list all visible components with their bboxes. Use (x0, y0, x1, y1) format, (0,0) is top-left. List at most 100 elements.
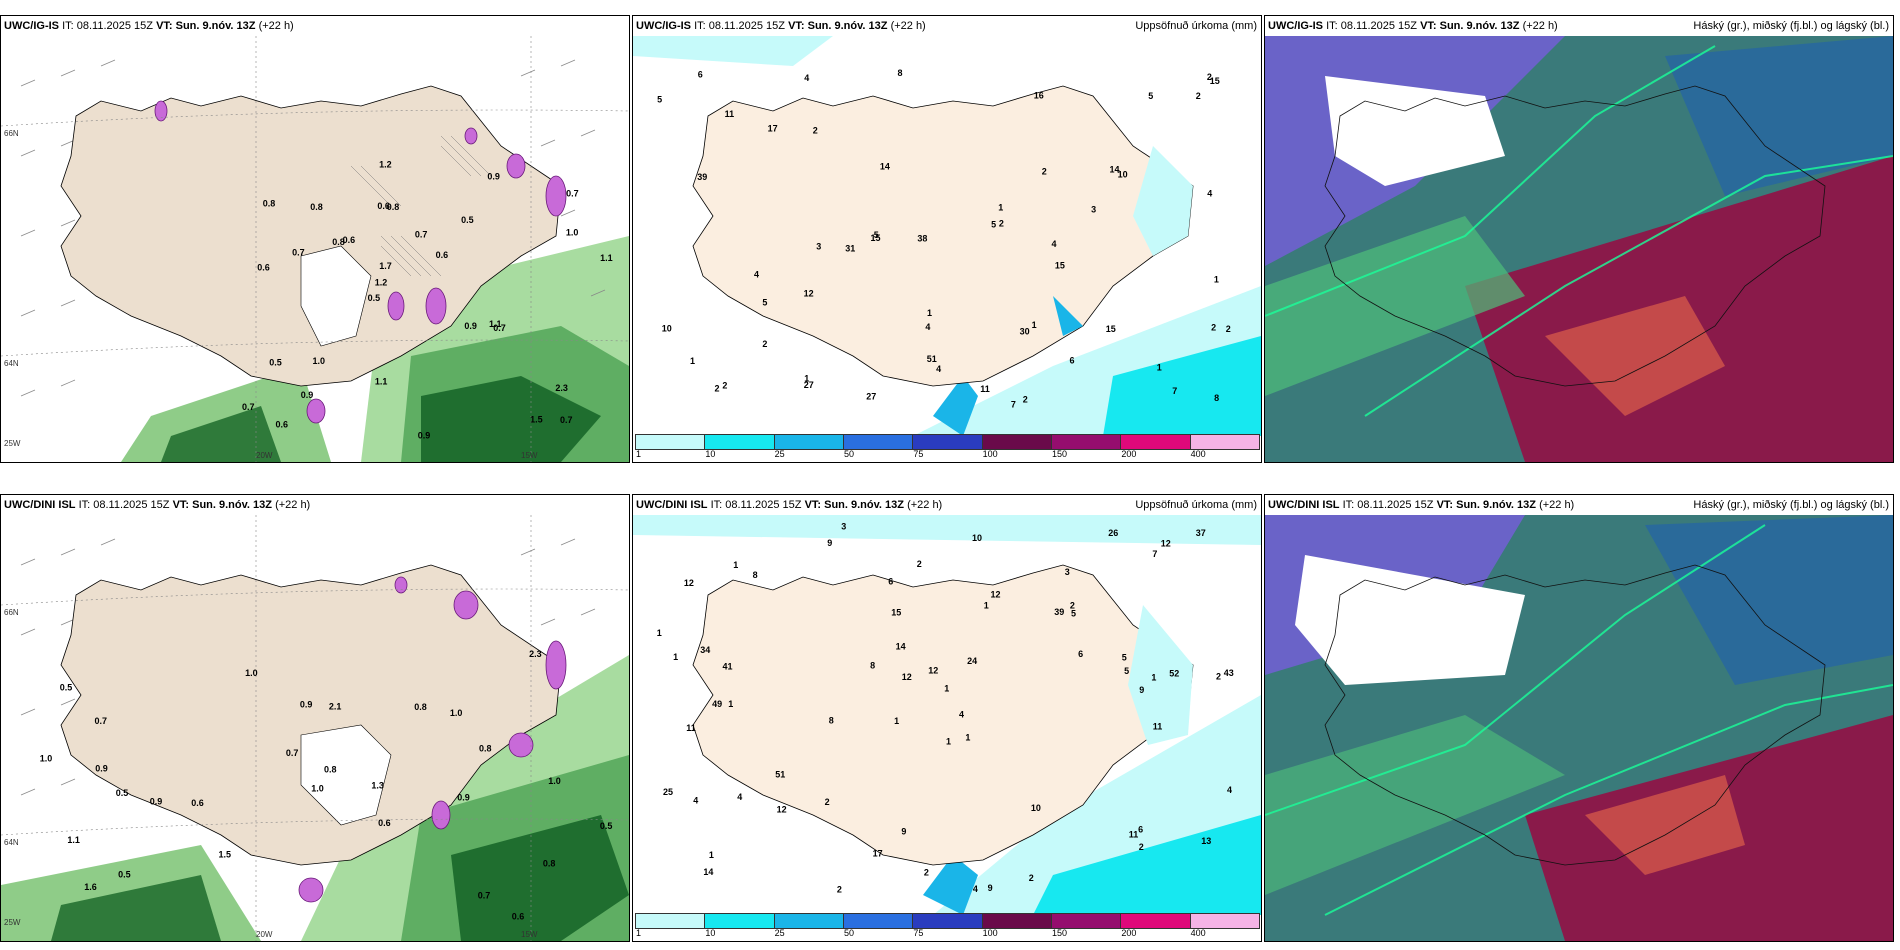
value-label: 0.8 (263, 198, 276, 208)
map-panel-igis-snow: UWC/IG-IS IT: 08.11.2025 15Z VT: Sun. 9.… (0, 15, 630, 463)
value-label: 2 (924, 868, 929, 878)
value-label: 9 (827, 538, 832, 548)
value-label: 1 (1151, 673, 1156, 683)
value-label: 52 (1169, 668, 1179, 678)
value-label: 1.2 (379, 160, 392, 170)
value-label: 0.9 (487, 172, 500, 182)
lon-label-25: 25W (4, 439, 21, 448)
value-label: 1 (965, 733, 970, 743)
colorbar-cell (635, 913, 706, 929)
value-label: 8 (898, 68, 903, 78)
value-label: 4 (959, 710, 964, 720)
value-label: 4 (737, 792, 742, 802)
map-panel-dini-snow: UWC/DINI ISL IT: 08.11.2025 15Z VT: Sun.… (0, 494, 630, 942)
value-label: 15 (1210, 76, 1220, 86)
colorbar-cell (635, 434, 706, 450)
value-label: 0.7 (95, 716, 108, 726)
field-title: Uppsöfnuð úrkoma (mm) (1135, 20, 1257, 32)
lead-time: (+22 h) (258, 20, 294, 32)
value-label: 0.5 (60, 683, 73, 693)
value-label: 17 (873, 849, 883, 859)
value-label: 0.5 (118, 870, 131, 880)
model-name: UWC/DINI ISL (636, 499, 708, 511)
snow-map: 66N 64N 20W 15W 25W 0.70.60.70.50.50.60.… (1, 36, 629, 462)
value-label: 11 (686, 723, 696, 733)
value-label: 39 (697, 172, 707, 182)
value-label: 8 (1214, 393, 1219, 403)
value-label: 0.9 (418, 431, 431, 441)
value-label: 2.3 (555, 383, 568, 393)
panel-header: UWC/IG-IS IT: 08.11.2025 15Z VT: Sun. 9.… (1265, 16, 1893, 36)
value-label: 0.8 (387, 202, 400, 212)
value-label: 0.5 (368, 293, 381, 303)
value-label: 2.1 (329, 702, 342, 712)
colorbar-cell (912, 913, 983, 929)
colorbar-tick-label: 25 (774, 928, 785, 938)
value-label: 5 (762, 297, 767, 307)
value-label: 15 (1106, 324, 1116, 334)
colorbar-cell (1120, 434, 1191, 450)
colorbar-tick-label: 75 (913, 449, 924, 459)
value-label: 30 (1020, 327, 1030, 337)
value-label: 2 (1216, 671, 1221, 681)
value-label: 12 (902, 672, 912, 682)
colorbar-tick-label: 400 (1190, 928, 1206, 938)
value-label: 12 (991, 589, 1001, 599)
value-label: 0.9 (95, 763, 108, 773)
lead-time: (+22 h) (1539, 499, 1575, 511)
panel-header: UWC/DINI ISL IT: 08.11.2025 15Z VT: Sun.… (633, 495, 1261, 515)
value-label: 4 (1227, 785, 1232, 795)
value-label: 1 (946, 736, 951, 746)
value-label: 7 (1011, 399, 1016, 409)
value-label: 10 (1118, 169, 1128, 179)
value-label: 12 (928, 666, 938, 676)
value-label: 5 (657, 94, 662, 104)
panel-header: UWC/DINI ISL IT: 08.11.2025 15Z VT: Sun.… (1, 495, 629, 515)
value-label: 4 (973, 884, 978, 894)
value-label: 41 (723, 661, 733, 671)
vt-label: VT: (156, 20, 173, 32)
value-label: 1 (804, 374, 809, 384)
value-label: 1.6 (84, 882, 97, 892)
value-label: 31 (845, 244, 855, 254)
colorbar-tick-label: 25 (774, 449, 785, 459)
value-label: 11 (725, 109, 735, 119)
value-label: 43 (1224, 668, 1234, 678)
value-label: 1.0 (311, 783, 324, 793)
value-label: 1.3 (371, 780, 384, 790)
value-label: 1 (944, 684, 949, 694)
lon-label-15: 15W (521, 451, 538, 460)
value-label: 0.6 (257, 262, 270, 272)
colorbar-cell (1189, 434, 1260, 450)
value-label: 0.9 (457, 793, 470, 803)
value-label: 38 (917, 233, 927, 243)
colorbar-cell (773, 913, 844, 929)
value-label: 2 (1042, 166, 1047, 176)
colorbar-cell (1189, 913, 1260, 929)
value-label: 0.6 (378, 818, 391, 828)
value-label: 39 (1054, 607, 1064, 617)
value-label: 0.7 (415, 229, 428, 239)
vt-value: Sun. 9.nóv. 13Z (192, 499, 272, 511)
value-label: 2 (1070, 600, 1075, 610)
value-label: 1 (894, 716, 899, 726)
value-label: 26 (1108, 528, 1118, 538)
value-label: 1.1 (375, 377, 388, 387)
vt-label: VT: (1436, 499, 1454, 511)
value-label: 5 (1148, 91, 1153, 101)
precip-colorbar: 1 10 25 50 75 100 150 200 400 (635, 434, 1260, 459)
value-label: 11 (980, 384, 990, 394)
value-label: 6 (1138, 825, 1143, 835)
colorbar-cell (704, 434, 775, 450)
value-label: 14 (703, 867, 713, 877)
value-label: 1.5 (219, 849, 232, 859)
it-label: IT: (78, 499, 91, 511)
value-label: 6 (1070, 356, 1075, 366)
value-label: 1.0 (313, 356, 326, 366)
value-label: 1 (1157, 363, 1162, 373)
value-label: 9 (988, 883, 993, 893)
vt-label: VT: (788, 20, 805, 32)
snow-value-labels: 0.70.60.70.50.50.60.60.70.50.60.70.90.80… (242, 160, 613, 441)
value-label: 0.7 (560, 415, 573, 425)
value-label: 1.0 (245, 668, 258, 678)
